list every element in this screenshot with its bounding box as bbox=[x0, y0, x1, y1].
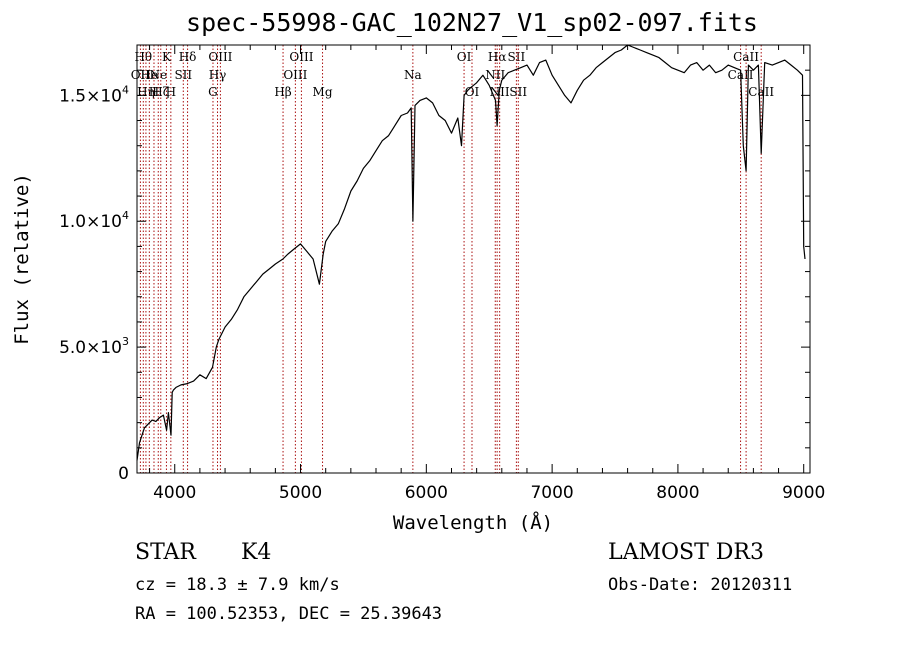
y-tick-label: 1.5×104 bbox=[59, 83, 129, 106]
spectral-line-label: CaII bbox=[733, 50, 759, 64]
spectral-line-label: OIII bbox=[283, 68, 307, 82]
spectral-line-label: He bbox=[141, 68, 159, 82]
spectral-line-label: SII bbox=[508, 50, 526, 64]
spectral-line-label: Hδ bbox=[179, 50, 197, 64]
y-tick-mantissa: 1.5×10 bbox=[59, 86, 122, 106]
spectral-line-label: SII bbox=[509, 85, 527, 99]
x-tick-label: 5000 bbox=[279, 483, 322, 503]
spectral-line-label: Hθ bbox=[134, 50, 152, 64]
spectral-line-label: OI bbox=[457, 50, 472, 64]
spectral-line-label: SII bbox=[174, 68, 192, 82]
spectral-line-label: Mg bbox=[313, 85, 333, 99]
y-tick-label: 0 bbox=[118, 464, 129, 484]
x-tick-label: 6000 bbox=[405, 483, 448, 503]
x-axis-label: Wavelength (Å) bbox=[393, 511, 553, 534]
chart-title: spec-55998-GAC_102N27_V1_sp02-097.fits bbox=[186, 8, 758, 37]
spectral-line-label: Hα bbox=[488, 50, 507, 64]
spectral-line-label: Ne bbox=[149, 68, 167, 82]
spectral-line-label: CaII bbox=[748, 85, 774, 99]
spectral-line-label: H bbox=[166, 85, 176, 99]
y-tick-label: 1.0×104 bbox=[59, 209, 129, 232]
y-tick-exponent: 3 bbox=[122, 335, 129, 348]
spectral-line-label: Na bbox=[404, 68, 422, 82]
spectral-line-label: Hβ bbox=[274, 85, 291, 99]
survey-name: LAMOST DR3 bbox=[608, 540, 764, 565]
object-class: STAR bbox=[135, 540, 196, 565]
y-tick-label: 5.0×103 bbox=[59, 335, 129, 358]
x-tick-label: 4000 bbox=[153, 483, 196, 503]
y-tick-mantissa: 5.0×10 bbox=[59, 338, 122, 358]
spectral-line-label: OII bbox=[131, 68, 151, 82]
spectral-line-label: OI bbox=[465, 85, 480, 99]
ra-dec: RA = 100.52353, DEC = 25.39643 bbox=[135, 604, 443, 624]
spectral-line-label: Hγ bbox=[209, 68, 227, 82]
spectral-line-markers: OIIHθHηHeHNeHζKHSIIHδGHγOIIIHβOIIIOIIIMg… bbox=[131, 45, 774, 473]
y-tick-mantissa: 0 bbox=[118, 464, 129, 484]
x-tick-label: 8000 bbox=[656, 483, 699, 503]
spectrum-series bbox=[136, 44, 806, 461]
y-tick-exponent: 4 bbox=[122, 83, 129, 96]
y-tick-exponent: 4 bbox=[122, 209, 129, 222]
plot-frame bbox=[136, 44, 811, 474]
x-tick-label: 9000 bbox=[782, 483, 825, 503]
spectral-line-label: OIII bbox=[289, 50, 313, 64]
spectral-line-label: H bbox=[149, 85, 159, 99]
x-tick-label: 7000 bbox=[530, 483, 573, 503]
redshift-velocity: cz = 18.3 ± 7.9 km/s bbox=[135, 575, 340, 595]
y-axis-label: Flux (relative) bbox=[11, 173, 33, 345]
series-line-spectrum bbox=[136, 44, 806, 461]
spectral-line-label: Hζ bbox=[152, 85, 169, 99]
y-tick-mantissa: 1.0×10 bbox=[59, 212, 122, 232]
spectral-line-label: K bbox=[162, 50, 172, 64]
x-axis: 4000 5000 6000 7000 8000 9000 bbox=[149, 45, 825, 503]
spectral-line-label: G bbox=[208, 85, 218, 99]
spectral-line-label: NII bbox=[485, 68, 505, 82]
observation-date: Obs-Date: 20120311 bbox=[608, 575, 793, 595]
spectral-line-label: OIII bbox=[208, 50, 232, 64]
object-subclass: K4 bbox=[241, 540, 272, 565]
